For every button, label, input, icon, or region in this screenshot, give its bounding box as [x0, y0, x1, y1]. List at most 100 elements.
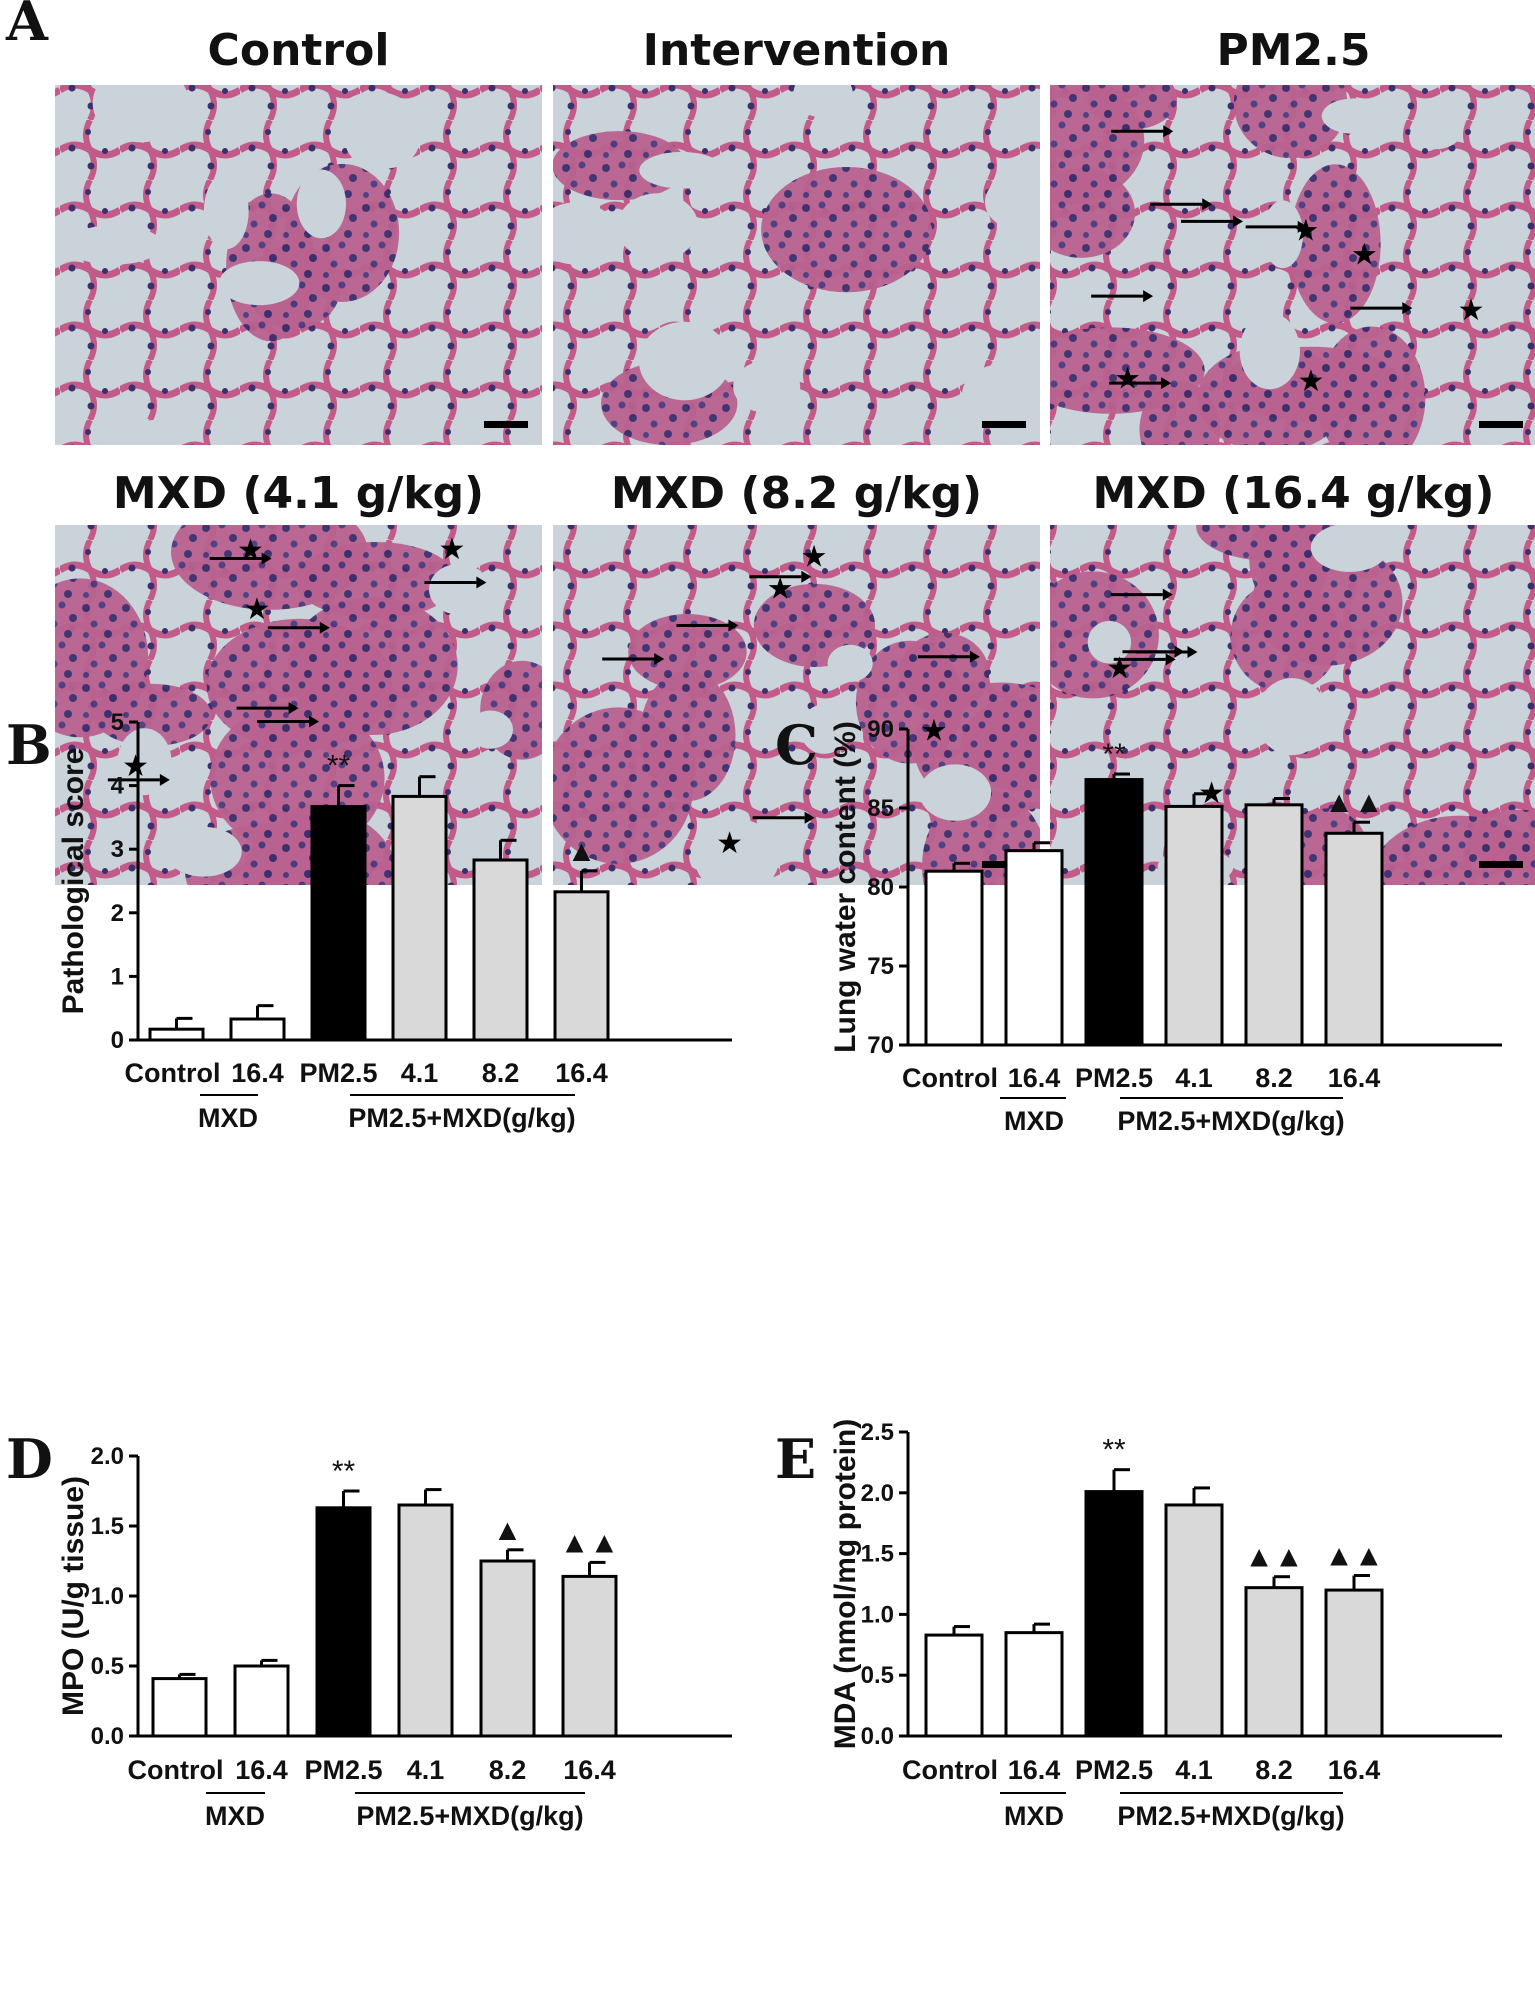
bar [397, 1503, 454, 1738]
tissue-cell-cluster [628, 613, 747, 690]
alveolar-space [1087, 620, 1132, 664]
tissue-cell-cluster [761, 166, 933, 293]
scale-bar [982, 861, 1026, 868]
micrograph-title: Intervention [643, 25, 951, 76]
alveolar-space [104, 419, 172, 445]
y-axis-label: Lung water content (%) [829, 721, 862, 1053]
alveolar-space [345, 114, 420, 170]
category-label: 8.2 [1255, 1755, 1293, 1785]
y-tick-label: 85 [867, 795, 894, 822]
bar [1004, 1631, 1064, 1738]
bar [1244, 803, 1304, 1047]
tissue-cell-cluster [1050, 327, 1205, 414]
arrow-marker [209, 552, 272, 565]
alveolar-space [617, 193, 699, 261]
bar [1324, 1588, 1384, 1738]
significance-marker: ▲▲ [1324, 786, 1383, 819]
bar [391, 794, 448, 1042]
category-label: 16.4 [1008, 1755, 1061, 1785]
bar [1084, 1490, 1144, 1738]
alveolar-space [467, 710, 513, 749]
star-marker: ★ [122, 749, 149, 784]
category-label: 8.2 [1255, 1063, 1293, 1093]
category-label: Control [128, 1755, 224, 1785]
category-label: 16.4 [231, 1058, 284, 1088]
y-tick-label: 0 [111, 1027, 124, 1054]
group-label-pm-mxd: PM2.5+MXD(g/kg) [356, 1801, 583, 1831]
star-marker: ★ [237, 533, 264, 568]
tissue-dense-regions [65, 85, 420, 445]
arrow-marker [1245, 220, 1308, 233]
scale-bar [982, 421, 1026, 428]
alveolar-space [1239, 312, 1300, 390]
tissue-dense-regions [553, 85, 1040, 445]
alveolar-space [296, 169, 347, 239]
y-tick-label: 0.5 [861, 1662, 894, 1689]
star-marker: ★ [1458, 293, 1485, 328]
arrow-marker [1110, 588, 1173, 601]
bar [229, 1017, 286, 1042]
star-marker: ★ [1351, 238, 1378, 273]
star-marker: ★ [920, 713, 947, 748]
micrograph-title: MXD (8.2 g/kg) [611, 468, 982, 519]
arrow-marker [749, 570, 812, 583]
panel-c-letter: C [775, 713, 818, 777]
significance-marker: ▲ [493, 1514, 523, 1547]
arrow-marker [917, 650, 980, 663]
arrow-marker [267, 621, 330, 634]
arrow-marker [1150, 198, 1213, 211]
category-label: PM2.5 [304, 1755, 382, 1785]
alveolar-space [428, 563, 490, 615]
y-tick-label: 0.0 [91, 1723, 124, 1750]
significance-marker: ▲▲ [560, 1526, 619, 1559]
category-label: PM2.5 [299, 1058, 377, 1088]
tissue-cell-cluster [295, 542, 457, 619]
y-axis-label: MDA (nmol/mg protein) [829, 1419, 862, 1750]
tissue-dense-regions [1050, 85, 1460, 445]
category-label: 4.1 [1175, 1063, 1213, 1093]
y-tick-label: 0.0 [861, 1723, 894, 1750]
significance-marker: ** [1102, 738, 1126, 771]
alveolar-space [1321, 98, 1386, 134]
micrograph-5: MXD (8.2 g/kg)★★★★ [553, 468, 1040, 885]
y-tick-label: 0.5 [91, 1653, 124, 1680]
category-label: PM2.5 [1075, 1063, 1153, 1093]
bar [1244, 1586, 1304, 1738]
y-tick-label: 1.5 [91, 1513, 124, 1540]
panel-d-letter: D [6, 1427, 53, 1491]
micrograph-4: MXD (4.1 g/kg) ★ ★ ★ ★ [55, 468, 542, 885]
alveolar-space [961, 363, 1040, 426]
arrow-marker [236, 702, 299, 715]
chart-B: 0 1 2 3 4 5 Pathological score Control 16.4 ** PM2… [57, 709, 732, 1133]
alveolar-space [827, 644, 873, 682]
arrow-marker [1091, 290, 1154, 303]
alveolar-space [694, 818, 780, 885]
bar [479, 1559, 536, 1738]
bar [1324, 831, 1384, 1047]
bar [1004, 849, 1064, 1047]
tissue-cell-cluster [93, 683, 212, 747]
category-label: 16.4 [1328, 1755, 1381, 1785]
star-marker: ★ [1114, 362, 1141, 397]
bar-charts: 0 1 2 3 4 5 Pathological score Control 16.4 ** PM2… [57, 709, 1502, 1831]
micrograph-title: PM2.5 [1217, 25, 1371, 76]
category-label: 16.4 [563, 1755, 616, 1785]
alveolar-space [1410, 119, 1460, 150]
category-label: 16.4 [555, 1058, 608, 1088]
y-tick-label: 5 [111, 709, 124, 736]
y-tick-label: 1.0 [861, 1601, 894, 1628]
star-marker: ★ [767, 572, 794, 607]
category-label: 16.4 [1008, 1063, 1061, 1093]
bar [924, 869, 984, 1047]
star-marker: ★ [716, 826, 743, 861]
tissue-cell-cluster [1233, 85, 1348, 159]
y-tick-label: 2.5 [861, 1419, 894, 1446]
alveolar-space [219, 261, 300, 306]
category-label: 16.4 [235, 1755, 288, 1785]
arrow-marker [1181, 215, 1244, 228]
micrograph-2: Intervention [553, 25, 1040, 445]
bar [233, 1664, 290, 1738]
group-label-mxd: MXD [1004, 1106, 1064, 1136]
tissue-dense-regions [1050, 525, 1535, 885]
